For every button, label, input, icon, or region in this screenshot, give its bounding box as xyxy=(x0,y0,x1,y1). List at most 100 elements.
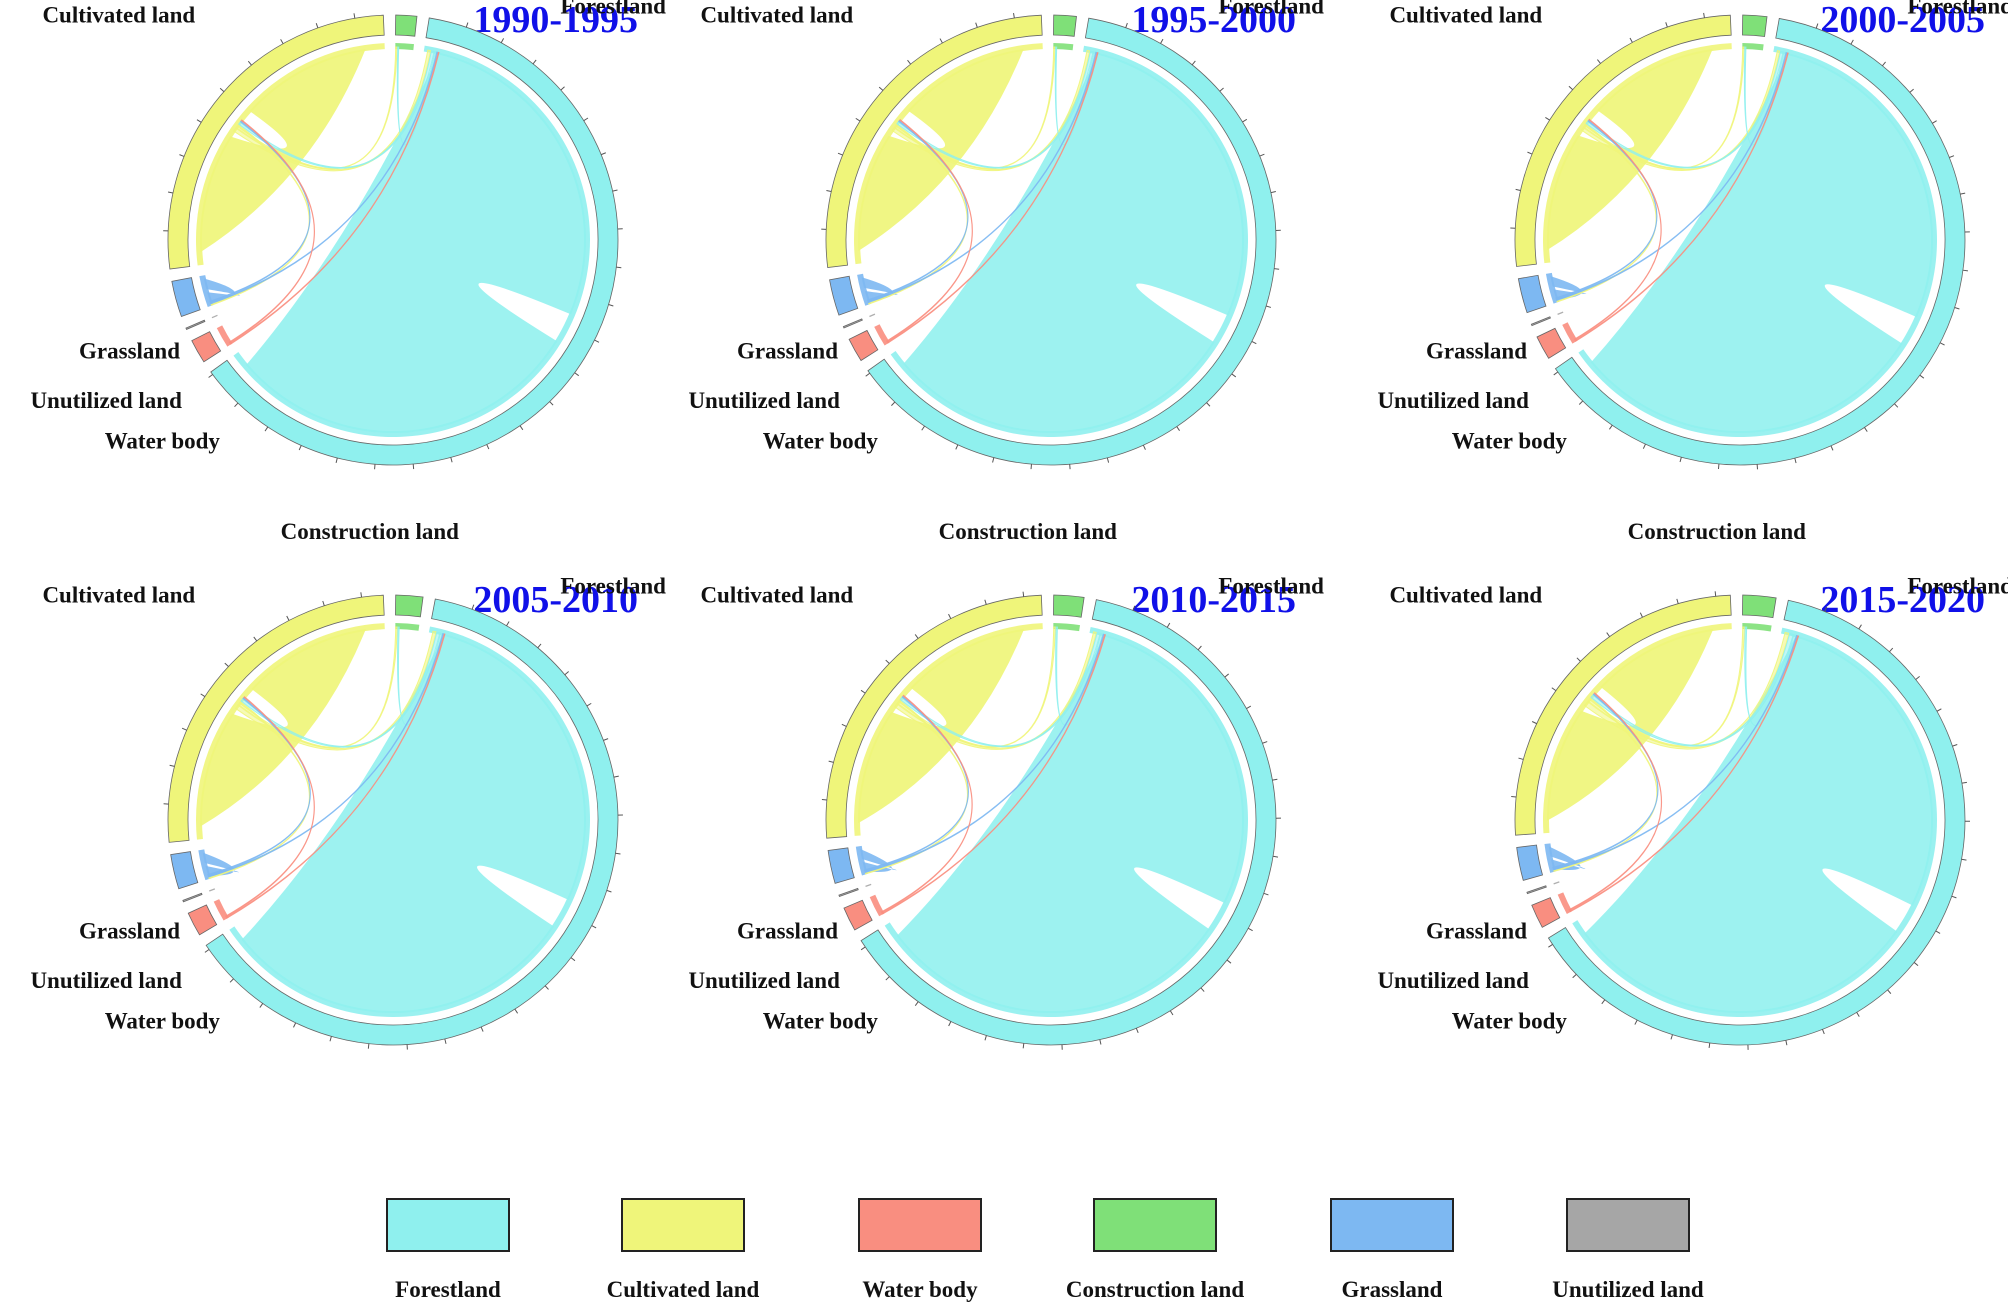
sector-unutilized-land xyxy=(838,887,859,898)
sector-tick xyxy=(1815,23,1819,29)
sector-tick xyxy=(219,87,225,92)
sector-tick xyxy=(1022,1043,1025,1049)
sector-tick xyxy=(1952,744,1958,747)
sector-tick xyxy=(837,152,843,156)
sector-tick xyxy=(885,976,890,981)
chord-ribbon-2 xyxy=(210,123,310,306)
sector-label-grassland: Grassland xyxy=(1426,339,1527,364)
sector-tick xyxy=(992,457,995,463)
sector-tick xyxy=(280,39,284,44)
sector-tick xyxy=(532,59,537,65)
sector-cultivated-land xyxy=(1514,14,1732,267)
chord-ribbons xyxy=(1546,626,1933,1013)
chord-ribbon-3 xyxy=(896,50,1094,169)
sector-inner-construction-land xyxy=(1742,43,1764,51)
sector-tick xyxy=(1951,895,1957,899)
chord-ribbon-3 xyxy=(240,631,441,748)
chord-ribbon-8 xyxy=(880,694,973,914)
sector-tick xyxy=(1913,962,1919,966)
chord-panel-6: 2015-2020 Construction land Forestland Wate… xyxy=(1377,519,2008,1050)
sector-tick xyxy=(1949,155,1955,158)
sector-unutilized-land xyxy=(185,319,206,330)
sector-forestland xyxy=(860,599,1277,1046)
sector-tick xyxy=(1935,930,1941,934)
sector-tick xyxy=(1609,424,1613,430)
chord-self-cultivated-land xyxy=(858,628,1025,824)
sector-tick xyxy=(1200,987,1205,992)
chord-self-forestland xyxy=(246,52,586,433)
sector-label-forestland: Forestland xyxy=(1907,574,2008,599)
chord-ribbon-7 xyxy=(225,633,446,919)
sector-tick xyxy=(1518,757,1524,760)
sector-tick xyxy=(1272,855,1279,858)
sector-tick xyxy=(608,304,614,307)
sector-tick xyxy=(860,946,866,951)
sector-tick xyxy=(1274,268,1280,270)
sector-inner-water-body xyxy=(216,325,233,347)
sector-tick xyxy=(1794,458,1797,464)
sector-inner-unutilized-land xyxy=(1553,881,1560,885)
sector-tick xyxy=(1576,657,1581,662)
chord-ribbon-7 xyxy=(229,51,440,345)
sector-tick xyxy=(570,957,576,962)
sector-water-body xyxy=(1536,327,1567,359)
sector-inner-construction-land xyxy=(1742,623,1772,632)
chord-ribbon-3 xyxy=(899,632,1101,748)
sector-tick xyxy=(1597,59,1601,64)
chord-ribbon-6 xyxy=(207,697,311,877)
sector-cultivated-land xyxy=(167,594,385,843)
sector-tick xyxy=(537,643,542,649)
chord-panel-5: 2010-2015 Construction land Forestland Wate… xyxy=(688,519,1324,1050)
sector-tick xyxy=(471,604,475,610)
sector-label-water-body: Water body xyxy=(1452,1009,1568,1034)
sector-tick xyxy=(612,189,618,192)
sector-tick xyxy=(264,426,269,432)
sector-tick xyxy=(1197,645,1202,651)
sector-tick xyxy=(234,402,239,408)
sector-tick xyxy=(1242,118,1248,123)
sector-tick xyxy=(865,372,871,377)
sector-label-grassland: Grassland xyxy=(737,919,838,944)
chord-ribbon-8 xyxy=(885,118,973,343)
sector-tick xyxy=(259,1003,264,1008)
sector-tick xyxy=(891,401,896,406)
legend-item-cultivated-land: Cultivated land xyxy=(607,1198,760,1302)
panel-title: 2010-2015 xyxy=(1131,579,1296,621)
panel-title: 1990-1995 xyxy=(473,0,638,41)
chord-self-forestland xyxy=(896,634,1244,1013)
sector-tick xyxy=(613,775,619,778)
chord-ribbon-2 xyxy=(1553,697,1658,873)
sector-tick xyxy=(1511,795,1517,798)
sector-tick xyxy=(329,1036,332,1042)
sector-label-grassland: Grassland xyxy=(79,919,180,944)
sector-forestland xyxy=(867,17,1277,466)
sector-tick xyxy=(606,889,612,893)
sector-tick xyxy=(1939,342,1945,346)
sector-label-grassland: Grassland xyxy=(79,339,180,364)
chord-ribbons xyxy=(1546,46,1933,433)
legend-swatch xyxy=(858,1198,982,1252)
chord-self-forestland xyxy=(1584,635,1933,1013)
sector-tick xyxy=(1703,12,1705,18)
chord-ribbon-2 xyxy=(864,699,969,875)
chord-panel-1: 1990-1995Construction landForestlandWate… xyxy=(30,0,666,470)
sector-tick xyxy=(1676,598,1679,604)
sector-tick xyxy=(1515,188,1521,191)
sector-unutilized-land xyxy=(1526,885,1547,895)
legend-label: Unutilized land xyxy=(1552,1277,1704,1302)
chord-ribbon-8 xyxy=(1573,118,1662,341)
sector-tick xyxy=(1553,371,1559,376)
chord-ribbon-3 xyxy=(1590,632,1794,747)
sector-tick xyxy=(1169,1010,1174,1016)
sector-tick xyxy=(315,23,319,29)
sector-grassland xyxy=(170,851,199,890)
sector-label-unutilized-land: Unutilized land xyxy=(1377,388,1529,413)
sector-inner-construction-land xyxy=(1053,623,1081,632)
sector-tick xyxy=(1915,675,1920,680)
sector-tick xyxy=(208,374,213,378)
sector-tick xyxy=(921,425,925,431)
sector-tick xyxy=(586,702,592,707)
chord-ribbon-7 xyxy=(881,634,1107,915)
sector-construction-land xyxy=(1053,14,1077,37)
sector-forestland xyxy=(210,17,619,466)
